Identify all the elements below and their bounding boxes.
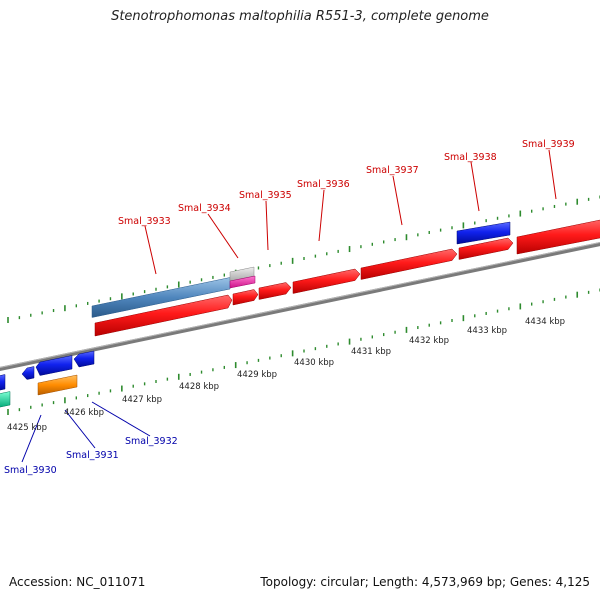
- gene-label[interactable]: Smal_3935: [239, 190, 292, 201]
- tick-label: 4432 kbp: [409, 336, 449, 346]
- gene-label[interactable]: Smal_3936: [297, 179, 350, 190]
- gene-label[interactable]: Smal_3934: [178, 203, 231, 214]
- gene-smal-3932[interactable]: [73, 350, 95, 368]
- gene-smal-3935[interactable]: [258, 282, 292, 300]
- reverse-gene-labels: Smal_3930 Smal_3931 Smal_3932: [4, 436, 178, 476]
- gene-smal-3939[interactable]: [516, 219, 600, 255]
- tick-labels: 4425 kbp 4426 kbp 4427 kbp 4428 kbp 4429…: [7, 317, 565, 433]
- gene-smal-3930[interactable]: [21, 366, 35, 380]
- forward-callouts: [144, 149, 557, 275]
- gene-label[interactable]: Smal_3930: [4, 465, 57, 476]
- tick-label: 4434 kbp: [525, 317, 565, 327]
- map-title: Stenotrophomonas maltophilia R551-3, com…: [111, 9, 489, 24]
- tick-label: 4429 kbp: [237, 370, 277, 380]
- tick-label: 4430 kbp: [294, 358, 334, 368]
- gene-steelblue[interactable]: [91, 277, 231, 318]
- gene-smal-3934[interactable]: [232, 289, 259, 306]
- tick-label: 4428 kbp: [179, 382, 219, 392]
- reverse-callouts: [21, 401, 151, 463]
- reverse-genes: [0, 350, 95, 408]
- gene-label[interactable]: Smal_3939: [522, 139, 575, 150]
- tick-label: 4425 kbp: [7, 423, 47, 433]
- topology-text: Topology: circular; Length: 4,573,969 bp…: [260, 575, 590, 589]
- gene-smal-3937[interactable]: [360, 248, 458, 280]
- gene-smal-3933[interactable]: [94, 294, 233, 337]
- gene-smal-3936[interactable]: [292, 268, 361, 294]
- accession-text: Accession: NC_011071: [9, 575, 146, 589]
- gene-smal-3931[interactable]: [35, 355, 73, 376]
- gene-label[interactable]: Smal_3931: [66, 450, 119, 461]
- gene-orange[interactable]: [37, 374, 78, 396]
- gene-teal-edge[interactable]: [0, 391, 11, 408]
- gene-blue-edge[interactable]: [0, 374, 6, 391]
- gene-label[interactable]: Smal_3938: [444, 152, 497, 163]
- gene-label[interactable]: Smal_3933: [118, 216, 171, 227]
- tick-label: 4433 kbp: [467, 326, 507, 336]
- tick-label: 4431 kbp: [351, 347, 391, 357]
- tick-label: 4426 kbp: [64, 408, 104, 418]
- gene-label[interactable]: Smal_3937: [366, 165, 419, 176]
- forward-genes: [91, 219, 600, 337]
- genome-backbone-highlight: [0, 242, 600, 368]
- tick-label: 4427 kbp: [122, 395, 162, 405]
- genome-backbone: [0, 241, 600, 372]
- reverse-scale-ticks: [7, 288, 600, 415]
- gene-red-3938b[interactable]: [458, 237, 514, 260]
- gene-pink[interactable]: [229, 275, 256, 289]
- forward-gene-labels: Smal_3933 Smal_3934 Smal_3935 Smal_3936 …: [118, 139, 575, 227]
- gene-smal-3938[interactable]: [456, 221, 511, 245]
- gene-label[interactable]: Smal_3932: [125, 436, 178, 447]
